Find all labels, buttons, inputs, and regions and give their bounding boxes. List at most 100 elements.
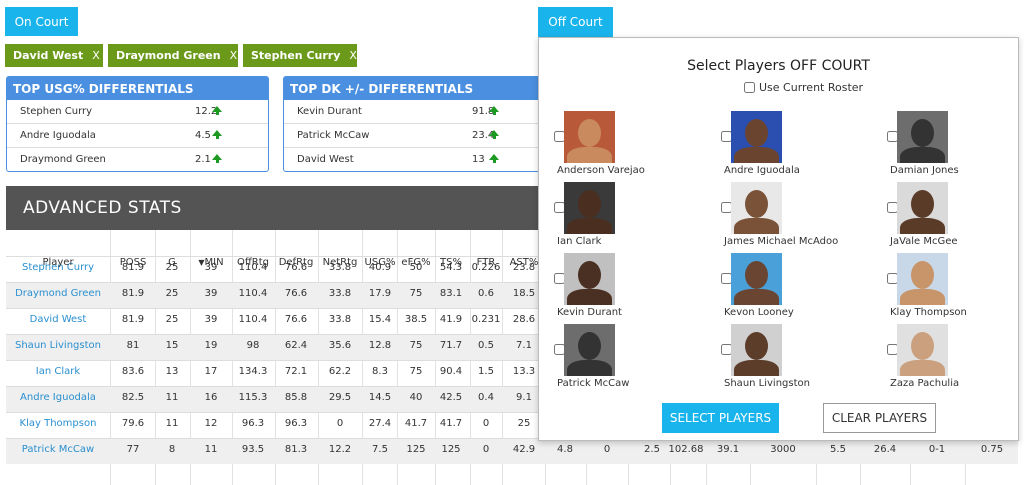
checkbox[interactable] — [744, 82, 755, 93]
column-header[interactable]: DefRtg — [279, 257, 314, 268]
player-name[interactable]: Damian Jones — [890, 165, 959, 176]
stat-cell: 125 — [441, 444, 461, 455]
player-photo[interactable] — [731, 253, 782, 305]
player-checkbox[interactable] — [721, 202, 732, 213]
chip-remove[interactable]: X — [229, 49, 238, 62]
player-name[interactable]: Anderson Varejao — [557, 165, 645, 176]
stat-cell: 19 — [204, 340, 218, 351]
player-name[interactable]: Patrick McCaw — [557, 378, 630, 389]
player-photo[interactable] — [564, 253, 615, 305]
player-link[interactable]: Andre Iguodala — [20, 392, 96, 403]
player-checkbox[interactable] — [887, 273, 898, 284]
stat-cell: 102.68 — [668, 444, 704, 455]
row-border — [6, 438, 1018, 439]
up-arrow — [212, 154, 222, 163]
row-border — [6, 308, 1018, 309]
stat-cell: 0.75 — [980, 444, 1004, 455]
use-roster[interactable]: Use Current Roster — [744, 81, 863, 94]
column-header[interactable]: Player — [42, 257, 73, 268]
stat-cell: 3000 — [770, 444, 796, 455]
stat-cell: 75 — [409, 288, 423, 299]
column-header[interactable]: USG% — [365, 257, 396, 268]
player-link[interactable]: Draymond Green — [15, 288, 101, 299]
player-chip[interactable]: Stephen Curry X — [243, 44, 357, 67]
column-header[interactable]: eFG% — [401, 257, 430, 268]
player-name[interactable]: Shaun Livingston — [724, 378, 810, 389]
column-header[interactable]: AST% — [510, 257, 539, 268]
player-checkbox[interactable] — [721, 273, 732, 284]
player-name[interactable]: Ian Clark — [557, 236, 602, 247]
column-header[interactable]: FTR — [477, 257, 496, 268]
player-photo[interactable] — [897, 324, 948, 376]
on-court-tab[interactable]: On Court — [5, 7, 78, 36]
column-header[interactable]: OffRtg — [237, 257, 269, 268]
card-row: Andre Iguodala 4.5 — [7, 123, 268, 147]
player-photo[interactable] — [731, 182, 782, 234]
player-chip[interactable]: David West X — [5, 44, 103, 67]
stat-cell: 8.3 — [372, 366, 388, 377]
column-header[interactable]: G — [168, 257, 176, 268]
player-photo[interactable] — [731, 111, 782, 163]
player-photo[interactable] — [564, 324, 615, 376]
stat-cell: 90.4 — [439, 366, 463, 377]
photo-body — [900, 360, 945, 376]
player-link[interactable]: Patrick McCaw — [21, 444, 95, 455]
player-name[interactable]: Zaza Pachulia — [890, 378, 960, 389]
player-photo[interactable] — [897, 253, 948, 305]
column-label: eFG% — [401, 257, 431, 268]
player-photo[interactable] — [731, 324, 782, 376]
player-name[interactable]: JaVale McGee — [890, 236, 958, 247]
player-photo[interactable] — [564, 111, 615, 163]
card-row: Stephen Curry 12.2 — [7, 100, 268, 123]
player-chip[interactable]: Draymond Green X — [108, 44, 238, 67]
player-checkbox[interactable] — [887, 344, 898, 355]
player-name[interactable]: Kevon Looney — [724, 307, 794, 318]
column-header[interactable]: TS% — [440, 257, 462, 268]
stat-cell: 8 — [168, 444, 176, 455]
player-photo[interactable] — [897, 111, 948, 163]
player-name: Andre Iguodala — [20, 130, 96, 141]
player-photo[interactable] — [564, 182, 615, 234]
stat-cell: 82.5 — [121, 392, 145, 403]
photo-body — [567, 218, 612, 234]
chip-remove[interactable]: X — [349, 49, 357, 62]
player-photo[interactable] — [897, 182, 948, 234]
player-link[interactable]: Stephen Curry — [21, 262, 95, 273]
chip-remove[interactable]: X — [92, 49, 100, 62]
player-checkbox[interactable] — [887, 131, 898, 142]
player-link[interactable]: Klay Thompson — [19, 418, 97, 429]
card-row: Draymond Green 2.1 — [7, 147, 268, 171]
player-checkbox[interactable] — [721, 344, 732, 355]
clear-button[interactable]: CLEAR PLAYERS — [823, 403, 936, 433]
stat-cell: 7.1 — [516, 340, 532, 351]
player-checkbox[interactable] — [887, 202, 898, 213]
select-button[interactable]: SELECT PLAYERS — [662, 403, 779, 433]
off-court-tab[interactable]: Off Court — [538, 7, 613, 37]
player-link[interactable]: David West — [29, 314, 87, 325]
column-header[interactable]: POSS — [120, 257, 147, 268]
stat-cell: 75 — [409, 366, 423, 377]
photo-head — [578, 119, 601, 147]
differential-value: 13 — [472, 154, 485, 165]
stat-cell: 110.4 — [238, 288, 268, 299]
player-checkbox[interactable] — [721, 131, 732, 142]
player-name[interactable]: Kevin Durant — [557, 307, 622, 318]
stat-cell: 39 — [204, 314, 218, 325]
stat-cell: 29.5 — [328, 392, 352, 403]
player-checkbox[interactable] — [554, 202, 565, 213]
player-name[interactable]: Andre Iguodala — [724, 165, 800, 176]
player-select-modal: Select Players OFF COURT Use Current Rost… — [538, 37, 1019, 441]
player-name[interactable]: James Michael McAdoo — [724, 236, 839, 247]
stat-cell: 0 — [482, 418, 490, 429]
stat-cell: 18.5 — [512, 288, 536, 299]
player-link[interactable]: Ian Clark — [35, 366, 81, 377]
column-label: OffRtg — [237, 257, 269, 268]
player-checkbox[interactable] — [554, 273, 565, 284]
player-name[interactable]: Klay Thompson — [890, 307, 967, 318]
column-header[interactable]: NetRtg — [323, 257, 358, 268]
player-checkbox[interactable] — [554, 344, 565, 355]
differential-card: TOP USG% DIFFERENTIALS Stephen Curry 12.2 A… — [6, 76, 269, 172]
player-checkbox[interactable] — [554, 131, 565, 142]
column-header[interactable]: ▼MIN — [198, 257, 223, 268]
player-link[interactable]: Shaun Livingston — [15, 340, 101, 351]
